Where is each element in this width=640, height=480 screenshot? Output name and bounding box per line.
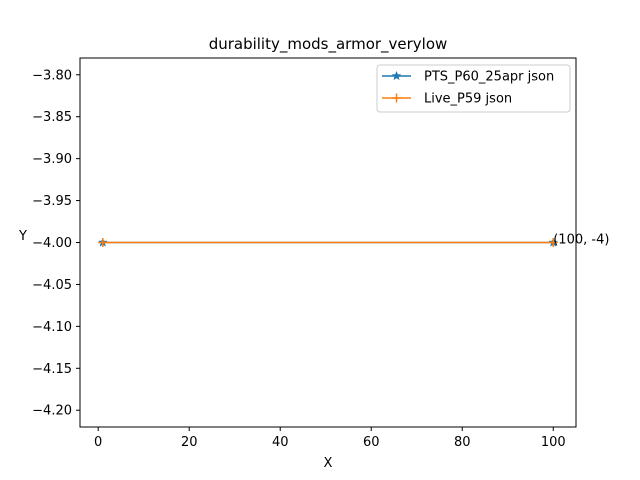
y-tick-label: −3.95 [32, 194, 72, 209]
x-tick-label: 100 [541, 435, 566, 450]
legend-box [376, 64, 571, 113]
plot-frame [79, 57, 577, 428]
y-axis-label: Y [18, 229, 27, 244]
legend-label-0: PTS_P60_25apr json [424, 70, 554, 85]
y-tick-label: −4.05 [32, 278, 72, 293]
x-tick-label: 80 [454, 435, 471, 450]
series-1-point [548, 238, 558, 247]
series-1-point [98, 238, 108, 247]
y-tick-label: −4.15 [32, 362, 72, 377]
x-tick-label: 0 [94, 435, 102, 450]
point-annotation: (100, -4) [553, 233, 609, 248]
x-tick-label: 40 [272, 435, 289, 450]
legend-label-1: Live_P59 json [424, 92, 512, 107]
chart-title: durability_mods_armor_verylow [209, 35, 448, 54]
legend-marker-1 [392, 93, 401, 103]
plot-area: 0 20 40 60 80 100 −3.80 −3.85 −3.90 −3.95 −4.00 −4.… [32, 68, 609, 450]
x-axis-label: X [324, 456, 333, 471]
y-tick-label: −4.10 [32, 320, 72, 335]
x-tick-label: 60 [363, 435, 380, 450]
y-tick-label: −3.80 [32, 68, 72, 83]
y-tick-label: −4.00 [32, 236, 72, 251]
y-tick-label: −4.20 [32, 404, 72, 419]
legend-marker-0 [391, 70, 402, 81]
legend: PTS_P60_25apr json Live_P59 json [376, 64, 571, 113]
y-tick-label: −3.90 [32, 152, 72, 167]
x-tick-label: 20 [181, 435, 198, 450]
y-tick-label: −3.85 [32, 110, 72, 125]
